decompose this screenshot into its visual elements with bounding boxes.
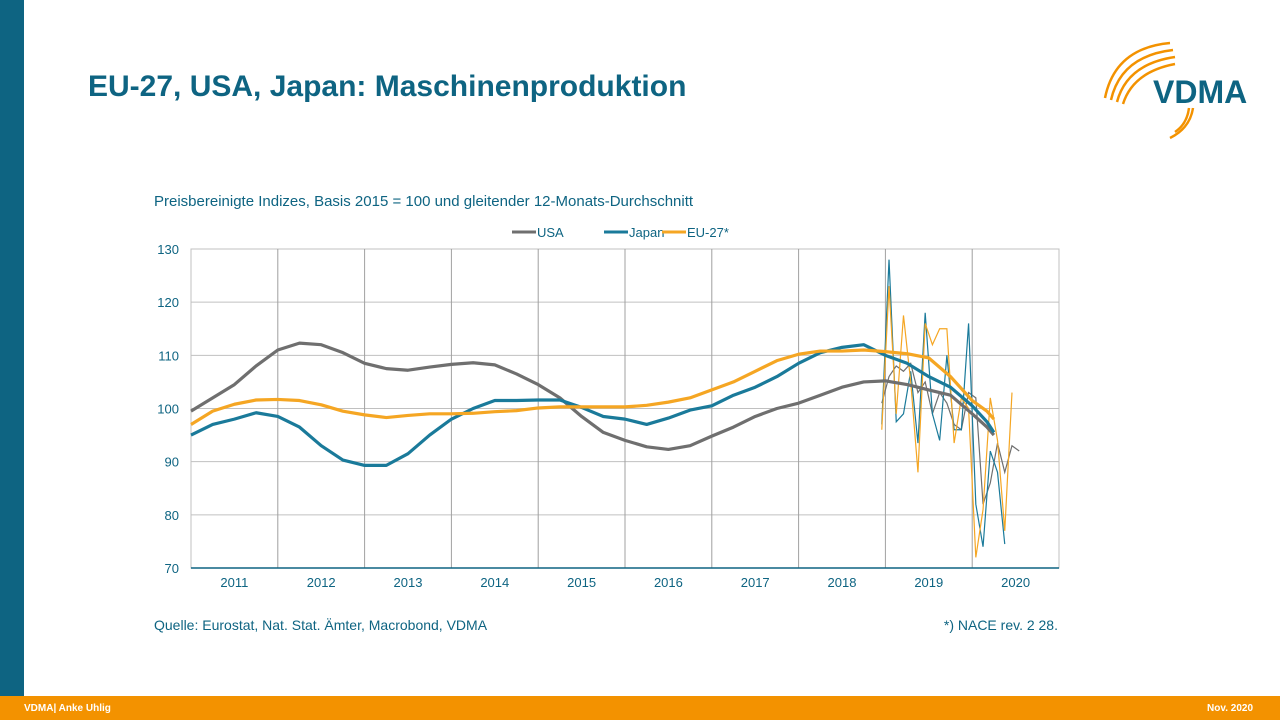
- x-tick-label: 2015: [567, 575, 596, 590]
- x-tick-label: 2020: [1001, 575, 1030, 590]
- x-tick-label: 2014: [480, 575, 509, 590]
- page-title: EU-27, USA, Japan: Maschinenproduktion: [88, 70, 687, 103]
- logo-arc: [1115, 55, 1176, 103]
- x-tick-label: 2012: [307, 575, 336, 590]
- smoothed-line-japan: [190, 343, 996, 467]
- legend-label: Japan: [629, 225, 664, 240]
- monthly-line-usa: [881, 362, 1020, 505]
- monthly-line-japan: [881, 259, 1006, 547]
- legend-label: USA: [537, 225, 564, 240]
- logo-arc: [1169, 107, 1195, 140]
- smoothed-line-usa: [190, 341, 996, 452]
- x-tick-label: 2017: [741, 575, 770, 590]
- footer-author: VDMA| Anke Uhlig: [24, 703, 111, 714]
- y-tick-label: 80: [165, 508, 179, 523]
- legend: USA Japan EU-27*: [512, 225, 729, 240]
- x-tick-label: 2018: [828, 575, 857, 590]
- source-note: Quelle: Eurostat, Nat. Stat. Ämter, Macr…: [154, 617, 488, 633]
- logo-arc: [1121, 62, 1176, 105]
- series-lines: [190, 259, 1020, 558]
- y-tick-label: 100: [157, 402, 179, 417]
- chart: Preisbereinigte Indizes, Basis 2015 = 10…: [154, 193, 1060, 590]
- footer-bar: VDMA| Anke Uhlig Nov. 2020: [0, 696, 1280, 720]
- sidebar-accent: [0, 0, 24, 696]
- y-tick-label: 70: [165, 561, 179, 576]
- footnote: *) NACE rev. 2 28.: [943, 617, 1058, 633]
- logo-arc: [1174, 107, 1191, 134]
- x-tick-label: 2011: [220, 575, 248, 590]
- svg-text:VDMA: VDMA: [1153, 74, 1247, 110]
- chart-subtitle: Preisbereinigte Indizes, Basis 2015 = 10…: [154, 193, 694, 210]
- monthly-line-eu27: [881, 286, 1013, 558]
- y-tick-label: 130: [157, 242, 179, 257]
- logo-arc: [1109, 48, 1174, 101]
- y-tick-label: 120: [157, 295, 179, 310]
- legend-label: EU-27*: [687, 225, 729, 240]
- x-tick-label: 2019: [914, 575, 943, 590]
- footer-date: Nov. 2020: [1207, 703, 1253, 714]
- x-tick-label: 2016: [654, 575, 683, 590]
- y-tick-label: 90: [165, 455, 179, 470]
- logo-arc: [1103, 41, 1171, 99]
- x-tick-label: 2013: [394, 575, 423, 590]
- grid: 70 80 90 100 110 120 130 2011 2012 2013 2014 2015 20…: [157, 242, 1060, 590]
- smoothed-line-eu27: [190, 348, 996, 426]
- vdma-logo: VDMA: [1103, 41, 1247, 140]
- y-tick-label: 110: [158, 348, 179, 363]
